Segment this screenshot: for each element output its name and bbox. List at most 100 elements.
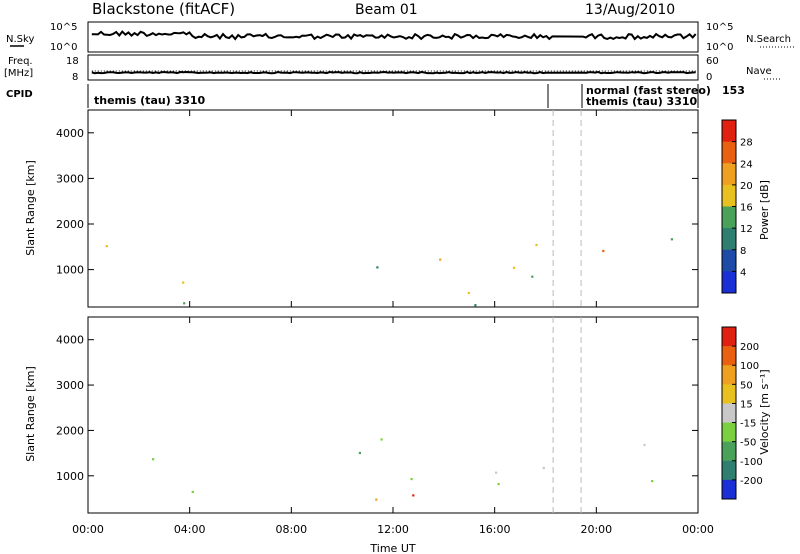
data-gap-markers (552, 110, 582, 513)
y-tick-label: 3000 (56, 172, 84, 185)
colorbar-segment (722, 163, 736, 186)
freq-label-line2: [MHz] (4, 68, 33, 79)
colorbar-segment (722, 141, 736, 164)
colorbar-segment (722, 403, 736, 424)
colorbar-segment (722, 184, 736, 207)
echo-cell (105, 245, 108, 248)
echo-cell (643, 443, 646, 447)
echo-cell (376, 266, 379, 269)
power-colorbar-label: Power [dB] (758, 180, 771, 240)
y-tick-label: 2000 (56, 424, 84, 437)
cpid-second-number: 153 (722, 84, 745, 97)
echo-cell (474, 304, 477, 307)
echo-cell (182, 281, 185, 284)
x-tick-label: 00:00 (682, 523, 714, 536)
velocity-colorbar: 200 100 50 15 -15 -50 -100 -200 (721, 326, 763, 500)
power-y-axis: 1000 2000 3000 4000 (56, 127, 698, 277)
echo-cell (412, 494, 415, 497)
nsky-tick-bottom: 10^0 (50, 42, 77, 53)
colorbar-tick-label: 16 (740, 203, 753, 214)
colorbar-tick-label: 20 (740, 181, 753, 192)
echo-cell (535, 243, 538, 247)
echo-cell (380, 438, 383, 441)
colorbar-segment (722, 441, 736, 462)
nave-tick-top: 60 (706, 56, 719, 67)
colorbar-tick-label: 8 (740, 246, 746, 257)
freq-strip: Freq. [MHz] 18 8 60 0 Nave (4, 54, 782, 83)
cpid-label: CPID (6, 89, 33, 100)
power-ylabel: Slant Range [km] (24, 160, 37, 256)
colorbar-tick-label: 12 (740, 224, 753, 235)
x-tick-label: 16:00 (479, 523, 511, 536)
colorbar-segment (722, 346, 736, 366)
echo-cell (497, 483, 500, 486)
colorbar-tick-label: -200 (740, 476, 763, 487)
echo-cell (512, 266, 516, 269)
y-tick-label: 4000 (56, 127, 84, 140)
x-tick-label: 08:00 (275, 523, 307, 536)
colorbar-segment (722, 479, 736, 500)
colorbar-segment (722, 422, 736, 443)
nsky-strip: N.Sky 10^5 10^0 10^5 10^0 N.Search (6, 21, 794, 53)
echo-cell (495, 471, 498, 474)
nsearch-tick-top: 10^5 (706, 22, 733, 33)
echo-cell (358, 451, 361, 455)
nsearch-tick-bottom: 10^0 (706, 42, 733, 53)
nsky-label: N.Sky (6, 34, 34, 45)
cpid-strip: CPID themis (tau) 3310 normal (fast ster… (6, 84, 745, 108)
colorbar-segment (722, 384, 736, 404)
velocity-colorbar-label: Velocity [m s⁻¹] (758, 369, 771, 454)
x-tick-label: 00:00 (72, 523, 104, 536)
nsky-tick-top: 10^5 (50, 22, 77, 33)
x-tick-label: 12:00 (377, 523, 409, 536)
time-x-axis: 00:00 04:00 08:00 12:00 16:00 20:00 00:00 (72, 110, 714, 536)
echo-cell (439, 258, 442, 261)
power-colorbar: 4 8 12 16 20 24 28 (721, 119, 753, 294)
freq-label-line1: Freq. (8, 56, 33, 67)
y-tick-label: 2000 (56, 218, 84, 231)
power-echoes (105, 238, 673, 307)
freq-tick-top: 18 (66, 56, 79, 67)
nave-label: Nave (746, 66, 772, 77)
colorbar-tick-label: 24 (740, 159, 753, 170)
echo-cell (183, 302, 186, 305)
colorbar-segment (722, 120, 736, 143)
power-panel: 1000 2000 3000 4000 Slant Range [km] 4 8 12 16… (24, 109, 771, 308)
y-tick-label: 1000 (56, 470, 84, 483)
colorbar-tick-label: -15 (740, 419, 756, 430)
colorbar-frame (721, 326, 737, 500)
cpid-first-label: themis (tau) 3310 (94, 94, 206, 107)
echo-cell (670, 238, 673, 241)
colorbar-tick-label: 100 (740, 361, 759, 372)
velocity-ylabel: Slant Range [km] (24, 366, 37, 462)
colorbar-tick-label: 4 (740, 267, 746, 278)
station-title: Blackstone (fitACF) (92, 0, 235, 18)
colorbar-segment (722, 228, 736, 251)
echo-cell (467, 291, 470, 295)
echo-cell (542, 466, 545, 470)
nave-tick-bottom: 0 (706, 72, 712, 83)
date-title: 13/Aug/2010 (585, 2, 675, 18)
nsearch-label: N.Search (746, 34, 791, 45)
colorbar-tick-label: 200 (740, 342, 759, 353)
colorbar-segment (722, 249, 736, 272)
colorbar-segment (722, 460, 736, 481)
echo-cell (602, 249, 605, 253)
freq-trace (91, 70, 696, 75)
colorbar-segment (722, 365, 736, 385)
echo-cell (531, 275, 534, 278)
cpid-second-label-bottom: themis (tau) 3310 (586, 95, 698, 108)
colorbar-tick-label: 15 (740, 399, 753, 410)
cpid-second-label-top: normal (fast stereo) (586, 84, 711, 97)
x-axis-label: Time UT (369, 542, 415, 554)
freq-tick-bottom: 8 (72, 72, 78, 83)
colorbar-segment (722, 271, 736, 294)
colorbar-tick-label: 28 (740, 138, 753, 149)
x-tick-label: 04:00 (174, 523, 206, 536)
echo-cell (375, 498, 378, 501)
y-tick-label: 4000 (56, 334, 84, 347)
velocity-echoes (152, 438, 654, 501)
colorbar-tick-label: 50 (740, 380, 753, 391)
colorbar-tick-label: -100 (740, 457, 763, 468)
